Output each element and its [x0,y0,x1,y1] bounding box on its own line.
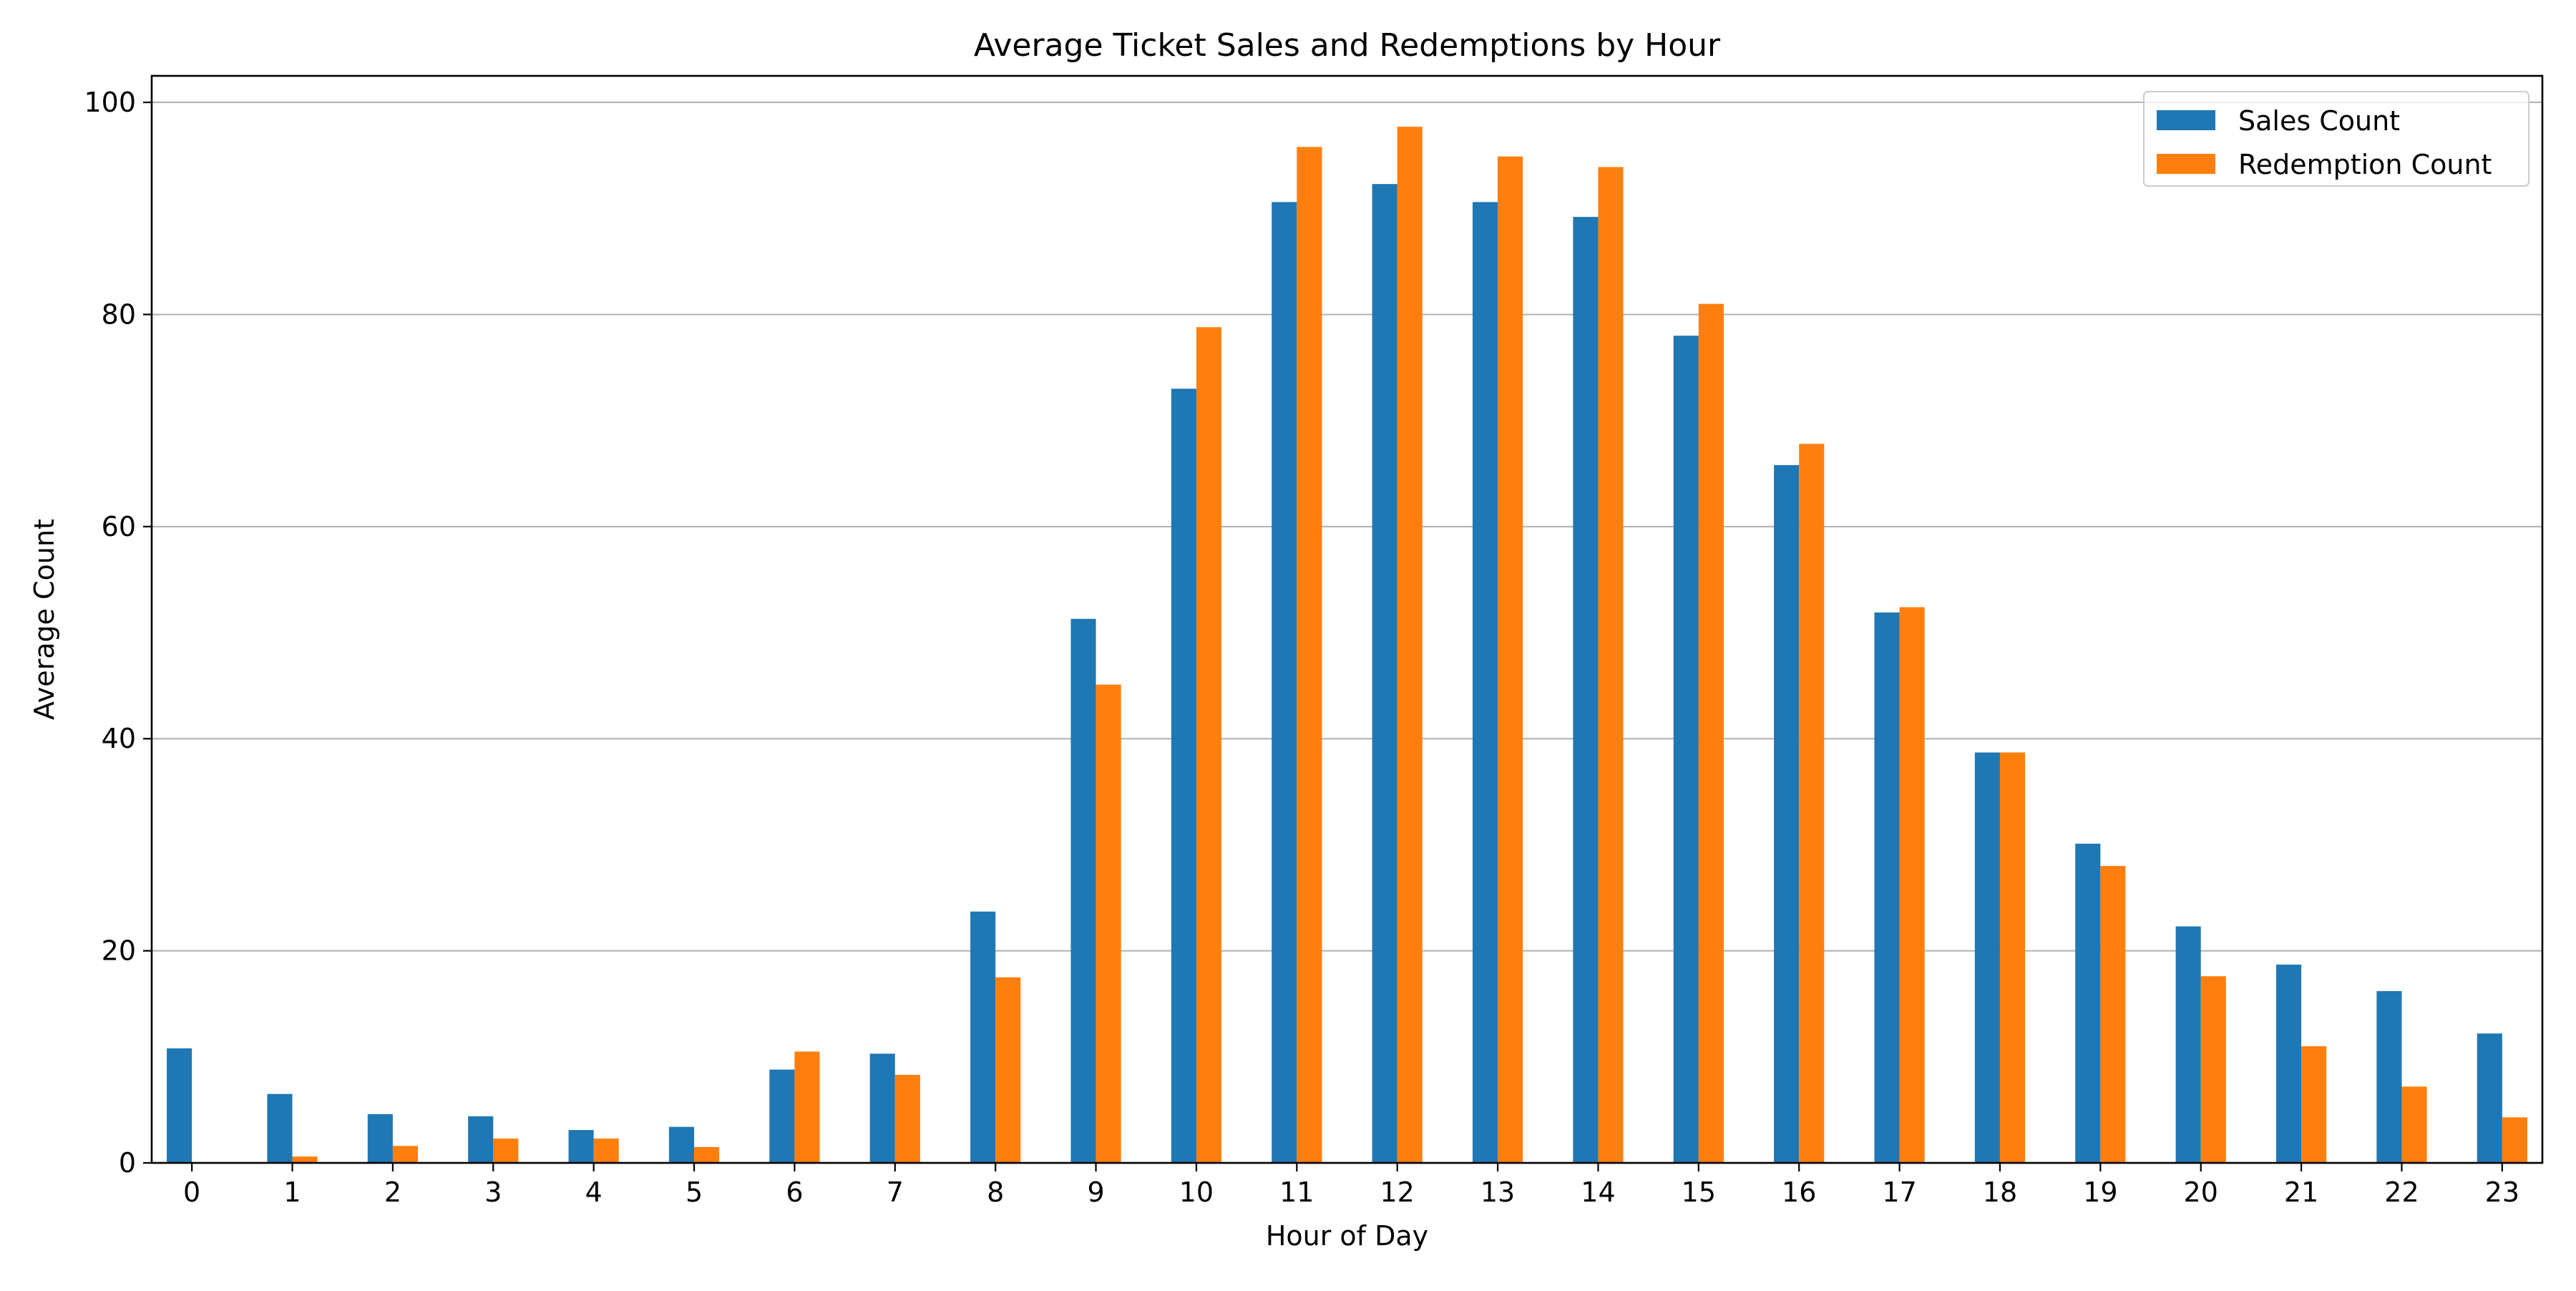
y-tick-label: 0 [119,1147,136,1179]
sales-bar-16 [1774,464,1800,1163]
sales-bar-9 [1070,618,1096,1163]
x-tick-label: 6 [786,1176,803,1208]
sales-bar-10 [1171,389,1196,1164]
x-tick-label: 20 [2184,1176,2218,1208]
x-tick-label: 1 [283,1176,301,1208]
x-tick-label: 11 [1279,1176,1314,1208]
redemption-bar-13 [1498,156,1523,1163]
sales-bar-17 [1874,612,1900,1163]
sales-bar-3 [468,1116,494,1163]
x-tick-label: 10 [1179,1176,1214,1208]
legend-label-redemption: Redemption Count [2238,149,2492,180]
sales-bar-7 [869,1053,895,1163]
sales-bar-21 [2275,964,2302,1163]
x-axis-ticks: 0 1 2 3 4 5 6 7 8 9 10 11 12 13 14 15 16 17 18 19 20 21 22 23 [183,1163,2519,1208]
redemption-bar-12 [1397,127,1423,1163]
x-tick-label: 7 [887,1176,904,1208]
redemption-bar-11 [1297,147,1322,1163]
legend-swatch-sales [2157,110,2215,130]
redemption-bar-5 [694,1146,720,1163]
sales-bar-1 [267,1093,293,1163]
redemption-bar-1 [292,1156,318,1163]
legend-swatch-redemption [2157,154,2215,174]
redemption-bar-7 [894,1074,920,1163]
x-tick-label: 18 [1983,1176,2017,1208]
redemption-bar-17 [1899,607,1925,1163]
x-tick-label: 21 [2284,1176,2318,1208]
legend-label-sales: Sales Count [2238,105,2400,137]
sales-bar-23 [2477,1033,2502,1163]
redemption-bar-18 [1999,752,2026,1163]
redemption-bar-2 [392,1146,419,1163]
sales-bar-6 [769,1069,795,1163]
redemption-bar-10 [1196,327,1222,1164]
redemption-bar-8 [995,977,1021,1163]
x-tick-label: 8 [987,1176,1004,1208]
x-tick-label: 5 [686,1176,703,1208]
x-tick-label: 9 [1087,1176,1104,1208]
x-tick-label: 22 [2384,1176,2419,1208]
legend-box [2143,91,2529,187]
sales-bar-12 [1372,184,1397,1163]
redemption-bar-23 [2502,1117,2527,1163]
sales-bar-20 [2175,926,2201,1163]
redemption-bar-6 [794,1051,820,1163]
y-tick-label: 60 [102,511,136,542]
y-axis-label: Average Count [29,519,60,720]
redemption-bar-15 [1698,303,1724,1163]
sales-bar-0 [167,1048,192,1163]
sales-bar-15 [1673,336,1699,1164]
redemption-bar-4 [593,1138,619,1163]
plot-frame [150,74,2544,1164]
x-axis-label: Hour of Day [1266,1220,1428,1252]
y-tick-label: 40 [102,723,136,754]
sales-bar-11 [1272,202,1297,1164]
redemption-bar-14 [1598,167,1624,1164]
y-tick-label: 20 [102,935,136,967]
y-tick-label: 80 [102,298,136,330]
x-tick-label: 17 [1882,1176,1916,1208]
redemption-bar-21 [2301,1046,2327,1163]
x-tick-label: 16 [1782,1176,1816,1208]
x-tick-label: 3 [484,1176,502,1208]
x-tick-label: 13 [1480,1176,1515,1208]
x-tick-label: 2 [384,1176,401,1208]
x-tick-label: 4 [585,1176,602,1208]
sales-bar-13 [1472,202,1498,1164]
sales-bar-8 [970,911,996,1163]
redemption-bar-19 [2100,866,2126,1163]
chart-title: Average Ticket Sales and Redemptions by … [974,27,1721,64]
sales-bar-2 [367,1114,393,1163]
sales-bar-18 [1974,752,2000,1163]
redemption-bar-20 [2200,976,2226,1163]
y-tick-label: 100 [84,87,136,118]
redemption-bar-3 [493,1138,519,1163]
sales-bar-22 [2376,990,2402,1163]
x-tick-label: 14 [1581,1176,1615,1208]
sales-bar-19 [2075,843,2101,1163]
sales-bar-14 [1573,217,1599,1164]
redemption-bar-22 [2401,1086,2427,1163]
x-tick-label: 12 [1380,1176,1415,1208]
redemption-bar-16 [1799,444,1825,1163]
sales-bar-4 [568,1130,594,1163]
x-tick-label: 23 [2485,1176,2519,1208]
sales-bar-5 [668,1126,695,1163]
legend: Sales Count Redemption Count [2143,91,2529,187]
y-axis-ticks: 0 20 40 60 80 100 [84,87,152,1179]
x-tick-label: 15 [1682,1176,1716,1208]
redemption-bar-9 [1096,684,1121,1163]
x-tick-label: 0 [183,1176,200,1208]
x-tick-label: 19 [2083,1176,2117,1208]
bars [167,127,2527,1164]
